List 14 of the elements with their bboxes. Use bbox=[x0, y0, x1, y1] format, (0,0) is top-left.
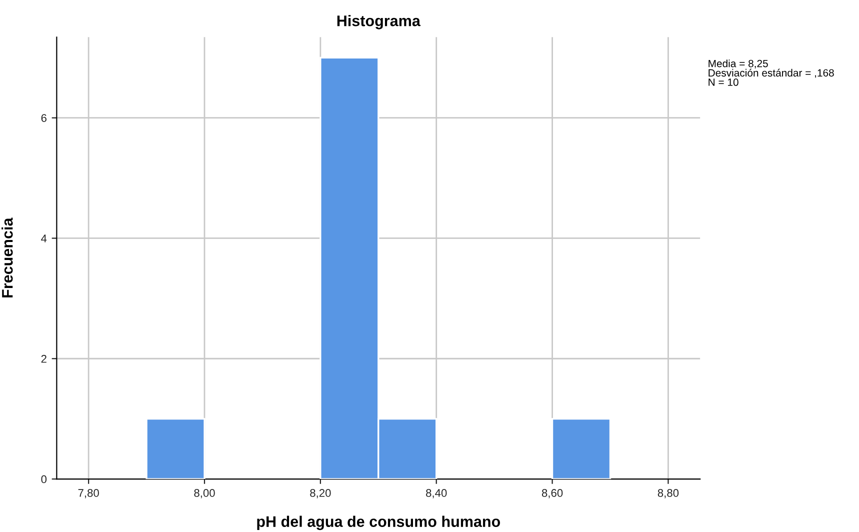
x-tick-label: 8,80 bbox=[658, 489, 679, 498]
y-tick-label: 4 bbox=[41, 234, 47, 242]
x-tick-label: 8,00 bbox=[194, 489, 215, 498]
y-tick-label: 6 bbox=[41, 114, 46, 122]
x-tick-label: 8,60 bbox=[542, 489, 563, 498]
x-axis-title: pH del agua de consumo humano bbox=[257, 516, 500, 530]
y-tick-label: 2 bbox=[41, 354, 46, 363]
y-axis-title: Frecuencia bbox=[2, 218, 13, 298]
y-tick-label: 0 bbox=[41, 475, 47, 484]
x-tick-label: 8,40 bbox=[426, 489, 447, 498]
text: Media = 8,25 Desviación estándar = ,168 N = 10 bbox=[708, 60, 834, 86]
x-tick-label: 8,20 bbox=[310, 489, 331, 498]
x-tick-label: 7,80 bbox=[78, 489, 99, 498]
chart-title: Histograma bbox=[337, 15, 421, 30]
